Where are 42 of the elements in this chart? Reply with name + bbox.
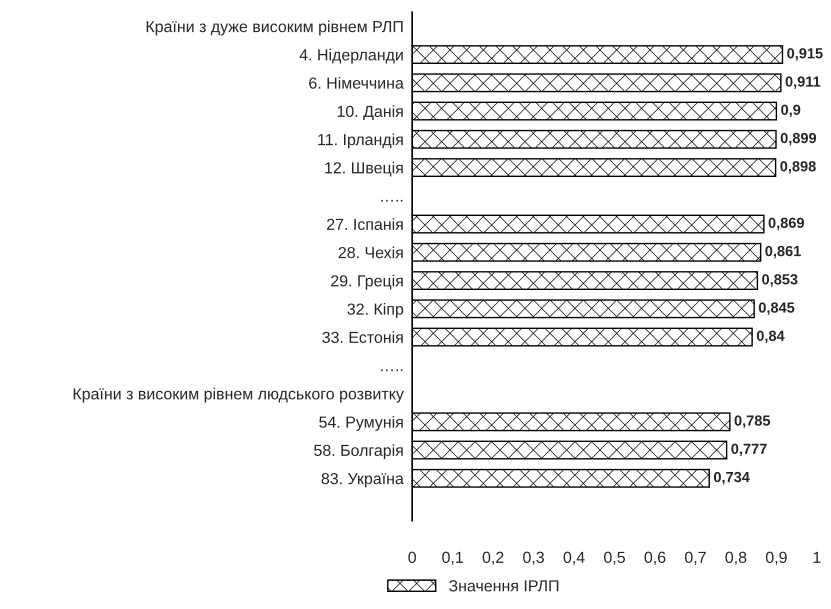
y-tick-label: 27. Іспанія bbox=[327, 218, 403, 230]
y-tick-label: 33. Естонія bbox=[322, 331, 403, 344]
y-tick-label: 4. Нідерланди bbox=[300, 48, 403, 64]
data-label: 0,911 bbox=[786, 76, 820, 89]
y-tick-label: 28. Чехія bbox=[338, 246, 403, 258]
data-label: 0,777 bbox=[731, 444, 767, 456]
y-tick-label: 32. Кіпр bbox=[347, 303, 404, 318]
x-tick-label: 0,6 bbox=[644, 552, 666, 565]
y-tick-label: 83. Україна bbox=[322, 472, 404, 488]
data-label: 0,785 bbox=[734, 415, 770, 428]
x-tick-label: 0,9 bbox=[766, 552, 787, 565]
data-label: 0,915 bbox=[787, 48, 823, 61]
y-tick-label: ….. bbox=[381, 200, 402, 202]
x-tick-label: 0,1 bbox=[442, 552, 463, 565]
y-tick-label: Країни з високим рівнем людського розвитку bbox=[74, 388, 404, 403]
data-label: 0,845 bbox=[758, 302, 794, 315]
x-tick-label: 1 bbox=[814, 552, 821, 563]
y-tick-label: 12. Швеція bbox=[325, 162, 403, 177]
x-tick-label: 0 bbox=[408, 552, 416, 563]
y-tick-label: 11. Ірландія bbox=[318, 134, 403, 148]
data-label: 0,734 bbox=[714, 472, 750, 484]
x-tick-label: 0,4 bbox=[564, 552, 585, 565]
y-tick-label: 6. Німеччина bbox=[309, 77, 404, 89]
y-tick-label: ….. bbox=[381, 369, 402, 372]
data-label: 0,84 bbox=[756, 330, 785, 344]
x-tick-label: 0,5 bbox=[604, 552, 625, 565]
data-label: 0,9 bbox=[781, 104, 800, 118]
x-tick-label: 0,8 bbox=[725, 552, 746, 565]
x-tick-label: 0,7 bbox=[684, 552, 706, 565]
y-tick-label: Країни з дуже високим рівнем РЛП bbox=[146, 20, 403, 36]
data-label: 0,869 bbox=[768, 218, 804, 230]
y-tick-label: 58. Болгарія bbox=[314, 444, 403, 460]
y-tick-label: 54. Румунія bbox=[319, 416, 403, 431]
legend-label: Значення ІРЛП bbox=[449, 580, 558, 592]
data-label: 0,899 bbox=[780, 132, 816, 146]
data-label: 0,853 bbox=[762, 274, 798, 287]
x-tick-label: 0,3 bbox=[523, 552, 544, 565]
x-tick-label: 0,2 bbox=[482, 552, 504, 565]
data-label: 0,861 bbox=[765, 246, 801, 258]
y-tick-label: 10. Данія bbox=[338, 105, 403, 120]
y-tick-label: 29. Греція bbox=[331, 274, 403, 290]
data-label: 0,898 bbox=[780, 161, 816, 174]
